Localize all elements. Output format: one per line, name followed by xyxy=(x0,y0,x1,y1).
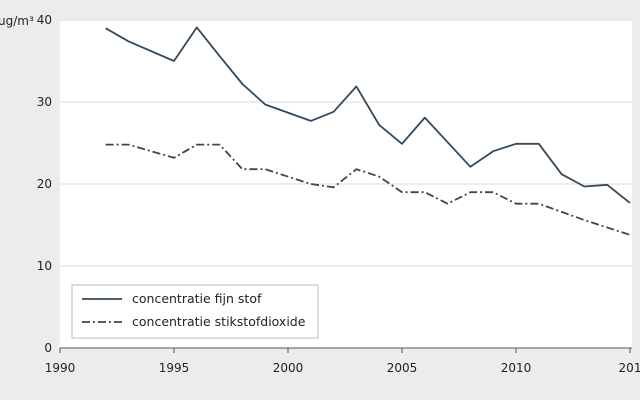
x-tick-label: 2005 xyxy=(387,361,418,375)
x-tick-label: 1995 xyxy=(159,361,190,375)
y-tick-label: 20 xyxy=(37,177,52,191)
legend-box xyxy=(71,284,319,339)
y-tick-label: 40 xyxy=(37,13,52,27)
x-tick-label: 201 xyxy=(619,361,640,375)
x-axis: 1990 1995 2000 2005 2010 201 xyxy=(45,347,640,375)
y-axis: ug/m³ 0 10 20 30 40 xyxy=(0,13,52,355)
series-line-0 xyxy=(105,26,631,204)
x-tick-label: 1990 xyxy=(45,361,76,375)
x-tick-label: 2000 xyxy=(273,361,304,375)
y-tick-label: 0 xyxy=(44,341,52,355)
legend-label-stikstofdioxide: concentratie stikstofdioxide xyxy=(132,314,306,329)
grid xyxy=(60,19,632,267)
y-tick-label: 30 xyxy=(37,95,52,109)
legend-label-fijn-stof: concentratie fijn stof xyxy=(132,291,262,306)
y-axis-label: ug/m³ xyxy=(0,14,34,28)
series-lines xyxy=(105,26,631,236)
y-tick-label: 10 xyxy=(37,259,52,273)
x-tick-label: 2010 xyxy=(501,361,532,375)
legend: concentratie fijn stof concentratie stik… xyxy=(71,284,319,339)
series-line-1 xyxy=(105,143,631,236)
